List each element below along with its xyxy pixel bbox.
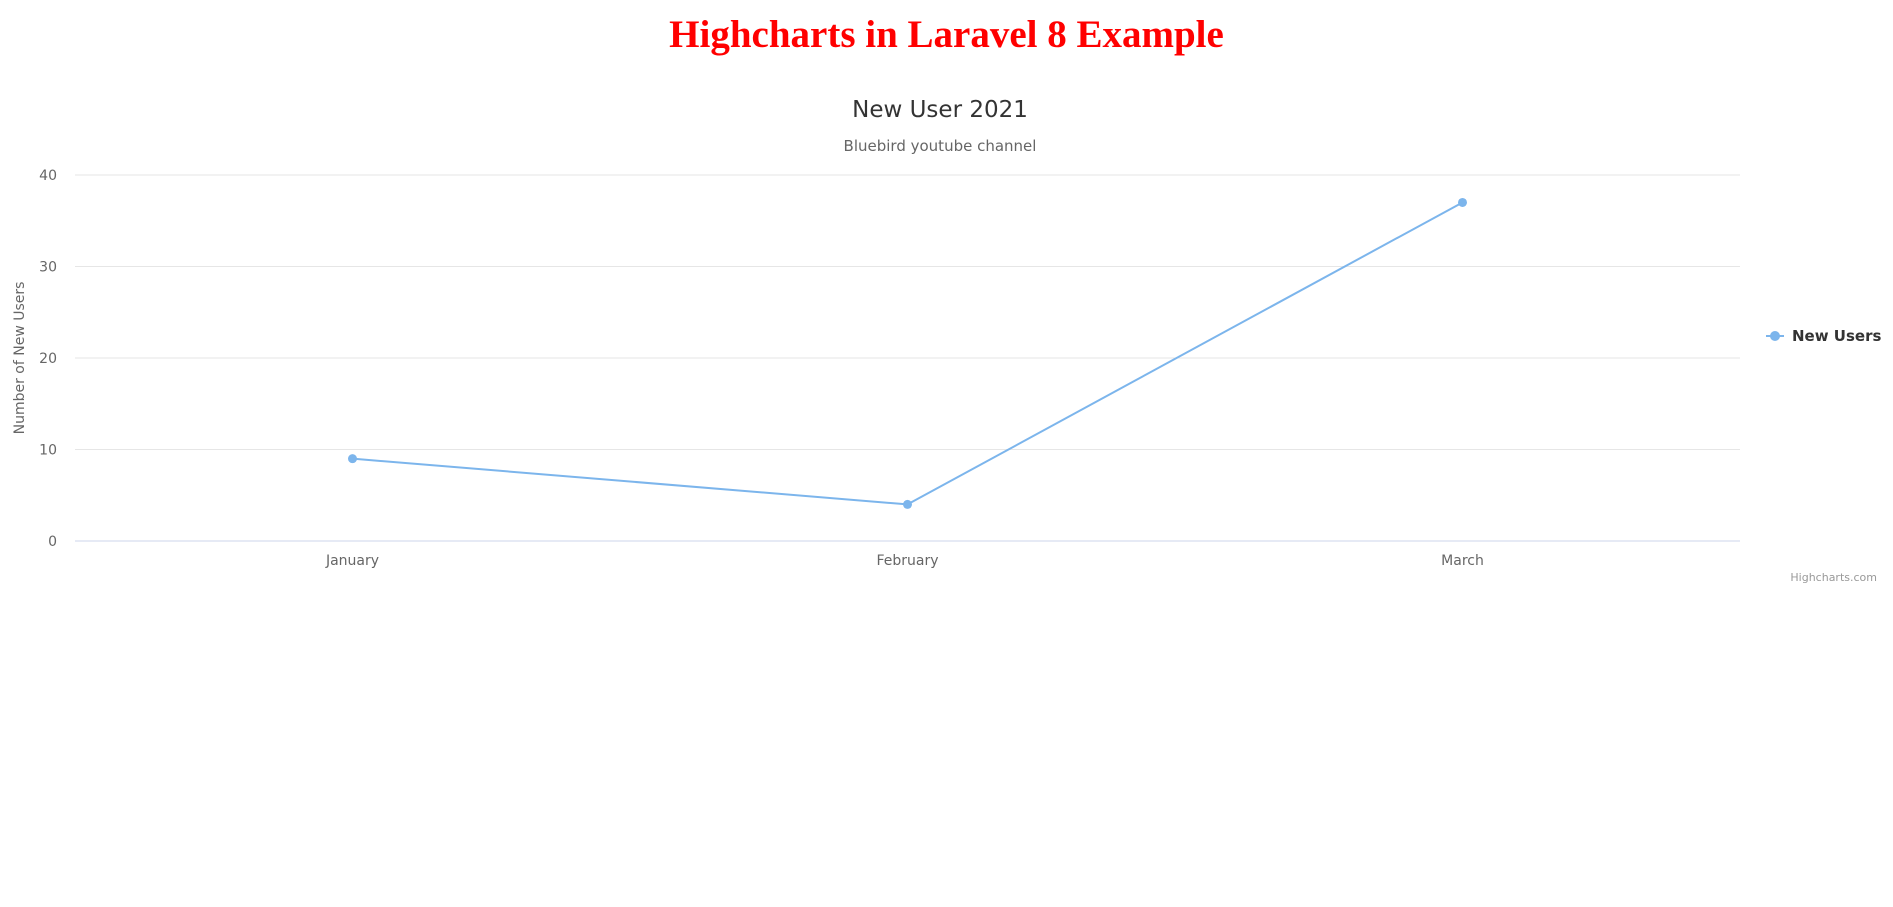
credits-link[interactable]: Highcharts.com [1790,571,1877,584]
data-point[interactable] [903,499,912,509]
legend[interactable]: New Users [1766,327,1881,345]
chart-subtitle: Bluebird youtube channel [844,137,1037,155]
y-tick-label: 10 [39,443,57,459]
y-tick-label: 40 [39,168,57,184]
chart-title: New User 2021 [852,97,1028,123]
legend-marker[interactable] [1770,331,1780,341]
data-point[interactable] [1458,197,1467,207]
y-tick-label: 0 [48,534,57,550]
page-heading: Highcharts in Laravel 8 Example [669,13,1224,56]
y-axis-ticks: 0 10 20 30 40 [39,168,57,550]
grid-lines [75,174,1740,542]
series-layer [348,197,1467,509]
y-tick-label: 30 [39,260,57,276]
x-axis-ticks: January February March [325,553,1484,569]
x-tick-label: January [325,553,379,569]
legend-item-label[interactable]: New Users [1792,327,1881,345]
series-line[interactable] [351,201,1464,506]
data-point[interactable] [348,454,357,464]
x-tick-label: March [1441,553,1484,569]
y-tick-label: 20 [39,351,57,367]
x-tick-label: February [876,553,938,569]
y-axis-title: Number of New Users [12,282,28,435]
